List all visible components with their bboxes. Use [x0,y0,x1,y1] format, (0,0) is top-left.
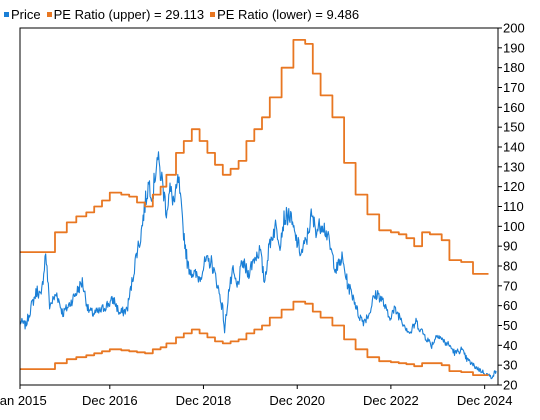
y-tick-label: 120 [503,179,525,194]
plot-frame [19,27,499,386]
y-tick-label: 150 [503,120,525,135]
x-tick-label: Jan 2015 [0,393,47,408]
x-tick-label: Dec 2020 [269,393,325,408]
y-tick-label: 80 [503,259,517,274]
y-axis: 20 30 40 50 60 70 80 90 100 110 120 130 140 150 160 170… [498,21,525,393]
y-tick-label: 140 [503,140,525,155]
legend-label-pe-lower: PE Ratio (lower) = 9.486 [217,6,360,22]
y-tick-label: 200 [503,21,525,36]
y-tick-label: 60 [503,298,517,313]
x-tick-label: Dec 2024 [457,393,513,408]
legend-swatch-pe-upper [46,11,52,17]
chart-legend: Price PE Ratio (upper) = 29.113 PE Ratio… [4,4,365,24]
y-tick-label: 30 [503,358,517,373]
series-line-pe-upper [20,39,489,275]
legend-label-pe-upper: PE Ratio (upper) = 29.113 [53,6,205,22]
y-tick-label: 180 [503,60,525,75]
y-tick-label: 190 [503,40,525,55]
legend-item-pe-lower: PE Ratio (lower) = 9.486 [210,7,359,22]
y-tick-label: 70 [503,278,517,293]
y-tick-label: 110 [503,199,524,214]
y-tick-label: 40 [503,338,517,353]
legend-swatch-pe-lower [210,11,216,17]
y-tick-label: 160 [503,100,525,115]
series-line-price [20,151,497,380]
legend-label-price: Price [11,6,41,22]
x-tick-label: Dec 2022 [363,393,419,408]
y-tick-label: 170 [503,80,525,95]
y-tick-label: 20 [503,378,517,393]
series-line-pe-lower [20,300,489,376]
y-tick-label: 100 [503,219,525,234]
legend-swatch-price [4,11,9,17]
y-tick-label: 90 [503,239,517,254]
y-tick-label: 130 [503,159,525,174]
x-tick-label: Dec 2016 [82,393,138,408]
legend-item-pe-upper: PE Ratio (upper) = 29.113 [46,6,205,22]
x-tick-label: Dec 2018 [176,393,232,408]
plot-area [20,39,497,380]
x-axis: Jan 2015 Dec 2016 Dec 2018 Dec 2020 Dec 2022… [0,385,512,408]
legend-item-price: Price [4,7,41,22]
y-tick-label: 50 [503,318,517,333]
